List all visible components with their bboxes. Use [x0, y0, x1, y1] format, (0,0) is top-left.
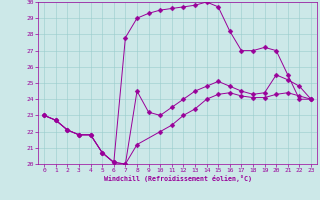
- X-axis label: Windchill (Refroidissement éolien,°C): Windchill (Refroidissement éolien,°C): [104, 175, 252, 182]
